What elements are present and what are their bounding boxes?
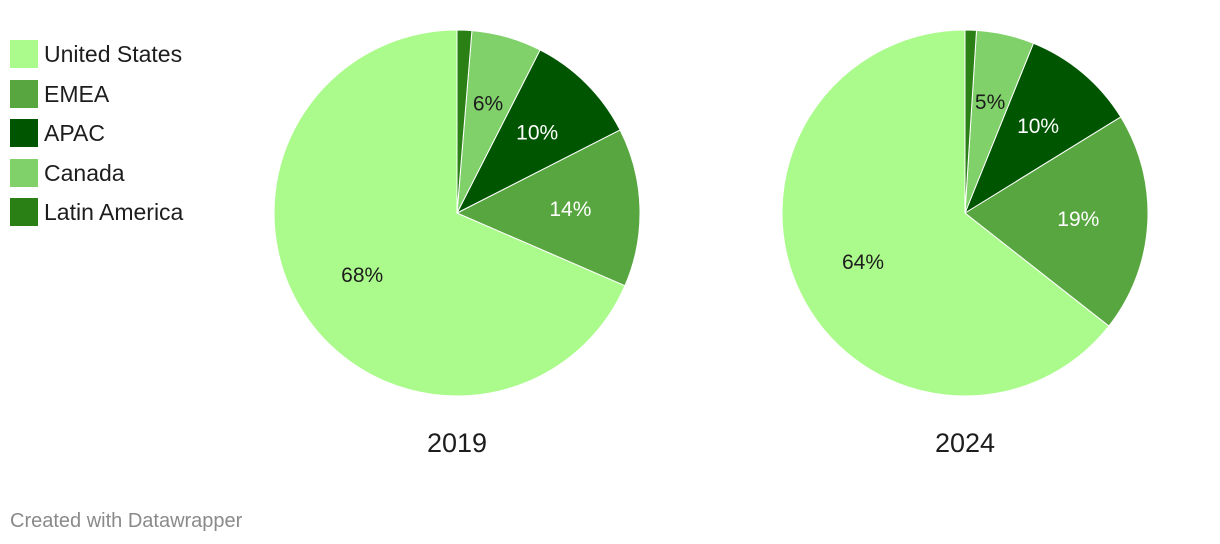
legend-swatch [10,198,38,226]
slice-value-label: 14% [549,198,591,221]
legend-item-apac: APAC [10,119,250,159]
legend-swatch [10,40,38,68]
slice-value-label: 10% [516,121,558,144]
legend-label: APAC [44,120,105,146]
slice-value-label: 64% [842,251,884,274]
slice-value-label: 10% [1017,115,1059,138]
legend-label: Canada [44,159,125,186]
slice-value-label: 68% [341,264,383,287]
slice-value-label: 5% [975,91,1005,114]
pie-chart-2024: 64% 19% 10% 5% 2024 [781,29,1149,458]
slice-value-label: 19% [1057,208,1099,231]
legend-item-united-states: United States [10,40,250,80]
legend-label: United States [44,41,183,67]
pie-slice-apac [456,49,621,214]
legend-swatch [10,119,38,147]
pie-chart-2019: 68% 14% 10% 6% 2019 [273,29,641,458]
legend-label: EMEA [44,80,110,107]
pie-slice-united-states [781,29,1110,397]
chart-legend: United States EMEA APAC Canada Latin Ame… [10,40,250,238]
legend-swatch [10,79,38,108]
pie-chart-title: 2019 [427,428,487,458]
datawrapper-credit: Created with Datawrapper [10,510,243,532]
pie-slice-emea [456,129,641,287]
pie-slice-united-states [273,29,626,397]
pie-slice-latin-america [456,29,473,214]
legend-label: Latin America [44,199,184,225]
legend-item-emea: EMEA [10,79,250,120]
slice-value-label: 6% [473,92,503,115]
pie-slice-apac [964,42,1122,214]
pie-chart-title: 2024 [935,428,995,458]
pie-slice-emea [964,116,1149,327]
legend-item-canada: Canada [10,158,250,199]
legend-swatch [10,158,38,187]
legend-item-latin-america: Latin America [10,198,250,238]
pie-slice-latin-america [964,29,977,214]
